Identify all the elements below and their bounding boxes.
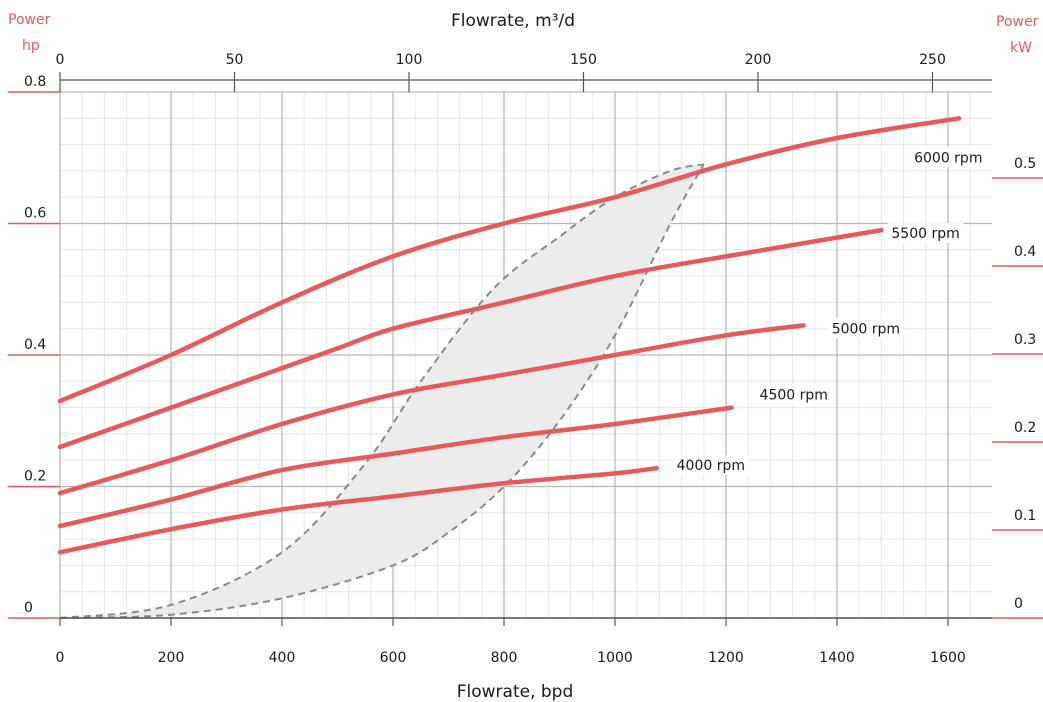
curve-4000-rpm	[57, 465, 659, 555]
major-grid	[59, 91, 992, 619]
x2-tick-label: 50	[226, 52, 244, 68]
left-power-axis: 0 0.2 0.4 0.6 0.8 Power hp	[8, 12, 60, 619]
y2-tick-label: 0.2	[1014, 420, 1036, 436]
right-axis-title-line2: kW	[1010, 40, 1032, 56]
y2-tick-label: 0.4	[1014, 244, 1036, 260]
curve-label-bg	[672, 455, 749, 476]
curve-label-6000-rpm: 6000 rpm	[914, 150, 982, 166]
x2-axis-title: Flowrate, m³/d	[451, 11, 575, 31]
x2-tick-label: 200	[745, 52, 772, 68]
y2-tick-label: 0.5	[1014, 156, 1036, 172]
curve-label-bg	[887, 223, 964, 244]
curve-label-4000-rpm: 4000 rpm	[677, 458, 745, 474]
curve-label-bg	[827, 318, 904, 339]
left-axis-title-line1: Power	[8, 12, 51, 28]
y2-tick-label: 0	[1014, 596, 1023, 612]
y-tick-label: 0.8	[24, 74, 46, 90]
x-tick-label: 1600	[930, 650, 966, 666]
x-tick-label: 0	[56, 650, 65, 666]
operating-range-right-boundary	[59, 163, 705, 619]
y2-tick-label: 0.3	[1014, 332, 1036, 348]
top-axis: 0 50 100 150 200 250 Flowrate, m³/d	[56, 11, 992, 92]
y-tick-label: 0.6	[24, 206, 46, 222]
x-tick-label: 200	[158, 650, 185, 666]
left-axis-title-line2: hp	[22, 38, 40, 54]
bottom-axis: 0 200 400 600 800 1000 1200 1400 1600 Flowrate, b…	[56, 617, 992, 702]
x-tick-label: 800	[491, 650, 518, 666]
curve-label-4500-rpm: 4500 rpm	[760, 388, 828, 404]
y-tick-label: 0.2	[24, 469, 46, 485]
y-tick-label: 0	[24, 600, 33, 616]
y-tick-label: 0.4	[24, 337, 46, 353]
rpm-curves: 6000 rpm 5500 rpm 5000 rpm 4500 rpm 4000 rpm	[57, 116, 987, 555]
x2-tick-label: 250	[919, 52, 946, 68]
right-axis-title-line1: Power	[996, 14, 1039, 30]
x-axis-title: Flowrate, bpd	[457, 682, 574, 702]
curve-label-bg	[755, 384, 832, 405]
x-tick-label: 1400	[819, 650, 855, 666]
x-tick-label: 1200	[708, 650, 744, 666]
x-tick-label: 600	[380, 650, 407, 666]
x2-tick-label: 150	[570, 52, 597, 68]
x2-tick-label: 100	[396, 52, 423, 68]
curve-5000-rpm	[57, 323, 806, 496]
right-power-axis: 0 0.1 0.2 0.3 0.4 0.5 Power kW	[992, 14, 1043, 619]
operating-range-region	[60, 164, 704, 619]
x2-tick-label: 0	[56, 52, 65, 68]
curve-6000-rpm	[57, 116, 962, 404]
curve-label-5000-rpm: 5000 rpm	[832, 321, 900, 337]
x-tick-label: 1000	[597, 650, 633, 666]
y2-tick-label: 0.1	[1014, 508, 1036, 524]
curve-5500-rpm	[57, 227, 884, 450]
curve-label-bg	[910, 147, 987, 168]
x-tick-label: 400	[269, 650, 296, 666]
curve-4500-rpm	[57, 405, 734, 529]
curve-label-5500-rpm: 5500 rpm	[891, 226, 959, 242]
